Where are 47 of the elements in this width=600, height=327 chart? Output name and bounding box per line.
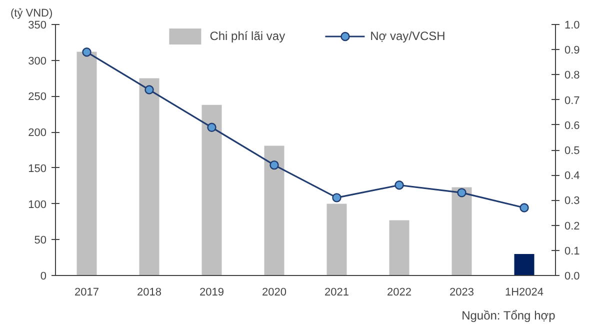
- x-tick-label: 2020: [262, 286, 286, 298]
- y2-tick-label: 0.4: [564, 170, 580, 182]
- x-tick-label: 1H2024: [504, 286, 544, 298]
- bar: [264, 146, 284, 276]
- bar: [202, 104, 222, 276]
- bar: [76, 52, 97, 276]
- point: [520, 203, 529, 212]
- y-tick-label: 0: [40, 270, 47, 282]
- x-tick-label: 2018: [137, 286, 162, 298]
- y2-tick-label: 0.1: [564, 245, 580, 258]
- y2-tick-label: 0.0: [564, 270, 580, 282]
- point: [207, 122, 216, 132]
- x-tick-label: 2022: [387, 286, 412, 298]
- y-tick-label: 250: [28, 91, 47, 104]
- y-tick-label: 50: [34, 234, 47, 247]
- y2-tick-label: 0.3: [564, 195, 580, 208]
- x-tick-label: 2019: [200, 286, 224, 298]
- y2-tick-label: 0.5: [564, 145, 580, 157]
- point: [144, 85, 154, 94]
- y2-tick-label: 0.6: [564, 120, 580, 132]
- bar: [139, 78, 160, 276]
- x-tick-label: 2017: [74, 286, 99, 298]
- x-tick-label: 2021: [324, 286, 349, 298]
- y2-tick-label: 0.8: [564, 70, 580, 82]
- text: Nguồn: Tổng hợp: [462, 308, 556, 322]
- point: [394, 180, 404, 190]
- y-tick-label: 350: [28, 20, 47, 32]
- bar: [514, 254, 534, 276]
- y-axis-title: (tỷ VND): [10, 8, 53, 20]
- point: [82, 48, 92, 57]
- y2-tick-label: 1.0: [564, 20, 580, 32]
- y2-tick-label: 0.9: [564, 44, 580, 57]
- bar: [389, 220, 410, 276]
- y-tick-label: 150: [28, 162, 47, 175]
- bar: [326, 204, 347, 276]
- y-tick-label: 300: [28, 55, 47, 68]
- bar: [452, 187, 472, 276]
- point: [457, 188, 466, 198]
- legend-label: Chi phí lãi vay: [210, 29, 286, 43]
- point: [332, 193, 342, 202]
- y2-tick-label: 0.7: [564, 94, 580, 107]
- y-tick-label: 100: [28, 198, 47, 211]
- y-tick-label: 200: [28, 127, 47, 140]
- x-tick-label: 2023: [450, 286, 474, 298]
- legend-label: Nợ vay/VCSH: [370, 29, 446, 43]
- y2-tick-label: 0.2: [564, 220, 580, 232]
- point: [270, 160, 279, 170]
